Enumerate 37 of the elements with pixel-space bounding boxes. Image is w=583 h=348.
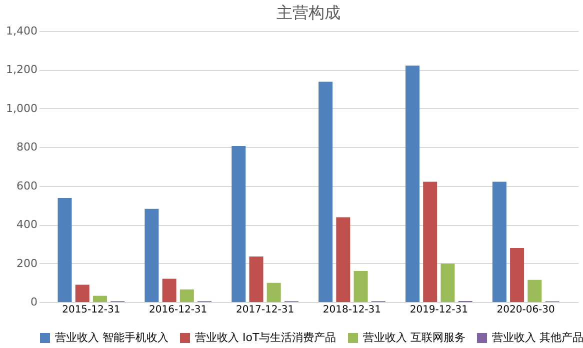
bar bbox=[318, 82, 333, 302]
y-tick-label: 0 bbox=[30, 296, 38, 308]
bar bbox=[92, 296, 107, 302]
bar bbox=[232, 146, 246, 302]
bar bbox=[162, 278, 176, 302]
bar bbox=[405, 66, 420, 302]
bar bbox=[266, 282, 281, 302]
legend-label: 营业收入 智能手机收入 bbox=[55, 331, 168, 344]
x-tick-label: 2016-12-31 bbox=[149, 304, 208, 316]
bar bbox=[510, 248, 524, 302]
bar bbox=[249, 256, 264, 302]
x-tick-label: 2017-12-31 bbox=[236, 304, 294, 316]
bar bbox=[336, 217, 350, 302]
y-tick-label: 1,200 bbox=[6, 63, 38, 76]
bar bbox=[144, 208, 159, 302]
bar bbox=[528, 280, 542, 302]
x-tick-label: 2020-06-30 bbox=[496, 304, 555, 316]
y-tick-label: 600 bbox=[16, 179, 38, 192]
legend-label: 营业收入 IoT与生活消费产品 bbox=[195, 331, 336, 344]
legend-label: 营业收入 互联网服务 bbox=[363, 331, 466, 344]
bar bbox=[180, 289, 194, 302]
x-tick-label: 2019-12-31 bbox=[410, 304, 468, 316]
y-tick-label: 400 bbox=[16, 218, 38, 232]
y-tick-label: 1,000 bbox=[6, 102, 38, 115]
y-tick-label: 200 bbox=[16, 256, 38, 270]
bar bbox=[492, 182, 506, 302]
bar bbox=[58, 198, 72, 302]
y-tick-label: 800 bbox=[16, 140, 38, 154]
bar bbox=[423, 182, 438, 302]
y-tick-label: 1,400 bbox=[6, 24, 38, 38]
chart-title: 主营构成 bbox=[276, 3, 340, 22]
x-tick-label: 2018-12-31 bbox=[322, 304, 382, 316]
x-tick-label: 2015-12-31 bbox=[62, 304, 120, 316]
bar bbox=[440, 264, 455, 302]
bar bbox=[75, 284, 90, 302]
bar bbox=[354, 271, 368, 302]
legend-label: 营业收入 其他产品 bbox=[492, 331, 583, 344]
